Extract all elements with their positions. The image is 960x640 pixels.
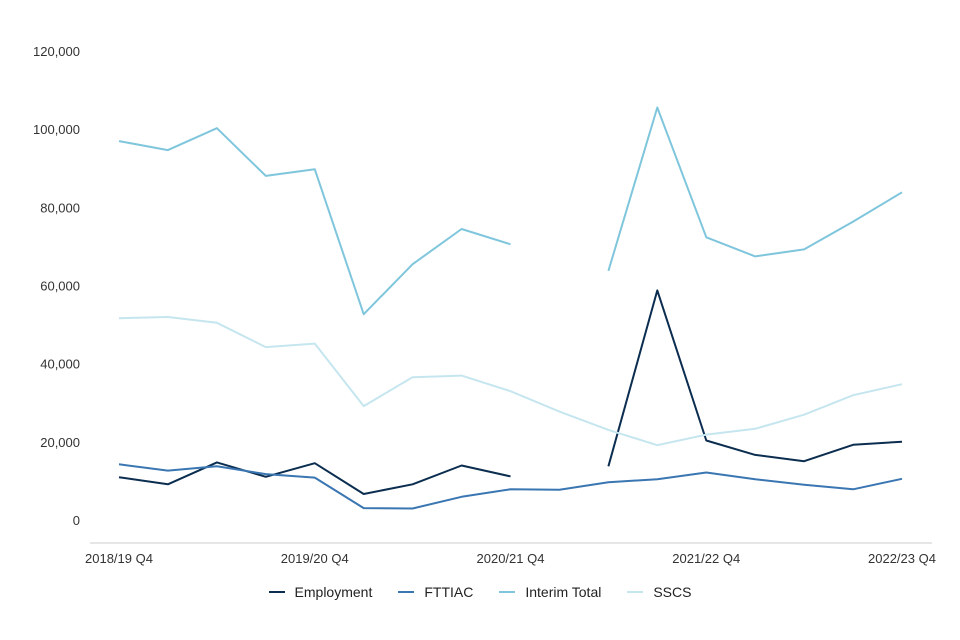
- series-line-fttiac: [118, 463, 903, 510]
- y-tick-label: 40,000: [40, 357, 80, 372]
- y-tick-label: 20,000: [40, 435, 80, 450]
- y-tick-label: 120,000: [33, 44, 80, 59]
- series-line-interim-total: [607, 106, 903, 272]
- x-tick-label: 2018/19 Q4: [85, 551, 153, 566]
- legend-swatch: [499, 591, 516, 593]
- x-tick-label: 2022/23 Q4: [868, 551, 936, 566]
- legend-item: Interim Total: [499, 584, 601, 600]
- legend-label: Employment: [294, 584, 373, 600]
- x-tick-label: 2019/20 Q4: [281, 551, 349, 566]
- series-line-interim-total: [118, 127, 511, 316]
- legend-swatch: [398, 591, 415, 593]
- legend-item: Employment: [268, 584, 373, 600]
- x-tick-label: 2020/21 Q4: [477, 551, 545, 566]
- y-tick-label: 60,000: [40, 279, 80, 294]
- series-line-employment: [607, 289, 903, 467]
- chart-legend: Employment FTTIAC Interim Total SSCS: [0, 584, 960, 600]
- series-line-sscs: [118, 316, 903, 447]
- legend-label: FTTIAC: [424, 584, 474, 600]
- legend-swatch: [627, 591, 644, 593]
- legend-item: FTTIAC: [398, 584, 473, 600]
- legend-item: SSCS: [627, 584, 691, 600]
- y-tick-label: 0: [73, 513, 80, 528]
- x-tick-label: 2021/22 Q4: [672, 551, 740, 566]
- y-tick-label: 80,000: [40, 200, 80, 215]
- legend-swatch: [268, 591, 285, 593]
- legend-label: SSCS: [653, 584, 692, 600]
- y-tick-label: 100,000: [33, 122, 80, 137]
- legend-label: Interim Total: [525, 584, 602, 600]
- line-chart: 0 20,000 40,000 60,000 80,000 100,000 120,000 2…: [33, 44, 936, 566]
- series-line-employment: [118, 461, 511, 495]
